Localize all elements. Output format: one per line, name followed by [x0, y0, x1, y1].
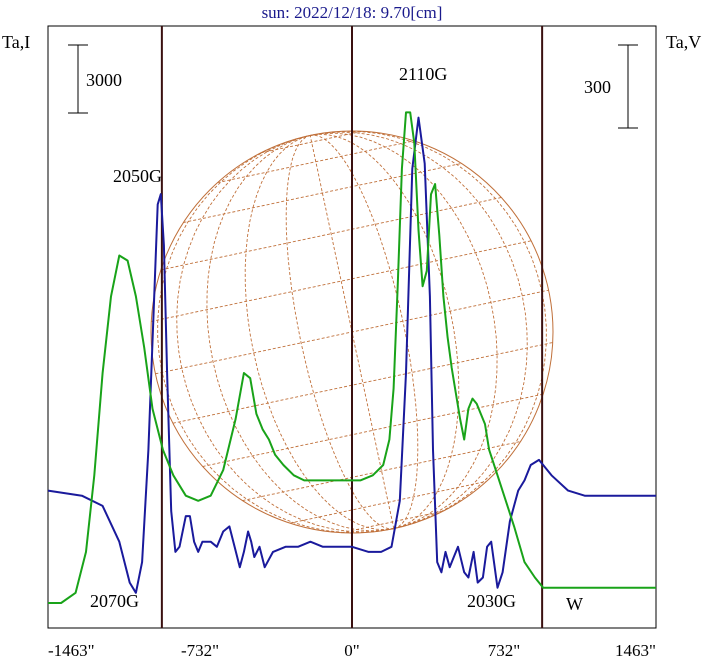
longitude-line: [176, 134, 394, 533]
x-tick-label: -732": [181, 641, 219, 660]
left-scale-bar: 3000: [68, 44, 122, 114]
latitude-line: [183, 162, 462, 223]
right-scale-label: 300: [584, 77, 611, 97]
longitude-line: [310, 131, 528, 530]
x-tick-label: 1463": [615, 641, 656, 660]
annotation-2050g: 2050G: [113, 166, 162, 186]
longitude-line: [310, 133, 460, 530]
x-tick-label: 732": [488, 641, 520, 660]
left-scale-label: 3000: [86, 70, 122, 90]
longitude-line: [244, 134, 394, 531]
longitude-line: [285, 134, 394, 530]
x-tick-label: -1463": [48, 641, 95, 660]
left-axis-label: Ta,I: [2, 32, 30, 52]
direction-label-w: W: [566, 594, 583, 614]
right-scale-bar: 300: [584, 44, 638, 129]
vertical-markers: [160, 26, 544, 628]
series-line-i: [47, 116, 656, 594]
longitude-line: [310, 134, 419, 530]
x-tick-label: 0": [344, 641, 359, 660]
longitude-line: [206, 134, 394, 532]
x-axis-ticks: -1463" -732" 0" 732" 1463": [48, 641, 656, 660]
chart-title: sun: 2022/12/18: 9.70[cm]: [262, 3, 443, 22]
annotation-2110g: 2110G: [399, 64, 447, 84]
right-axis-label: Ta,V: [666, 32, 701, 52]
series-lines: [47, 111, 656, 604]
annotation-2070g: 2070G: [90, 591, 139, 611]
longitude-line: [310, 132, 498, 530]
annotation-2030g: 2030G: [467, 591, 516, 611]
series-line-v: [48, 111, 656, 604]
